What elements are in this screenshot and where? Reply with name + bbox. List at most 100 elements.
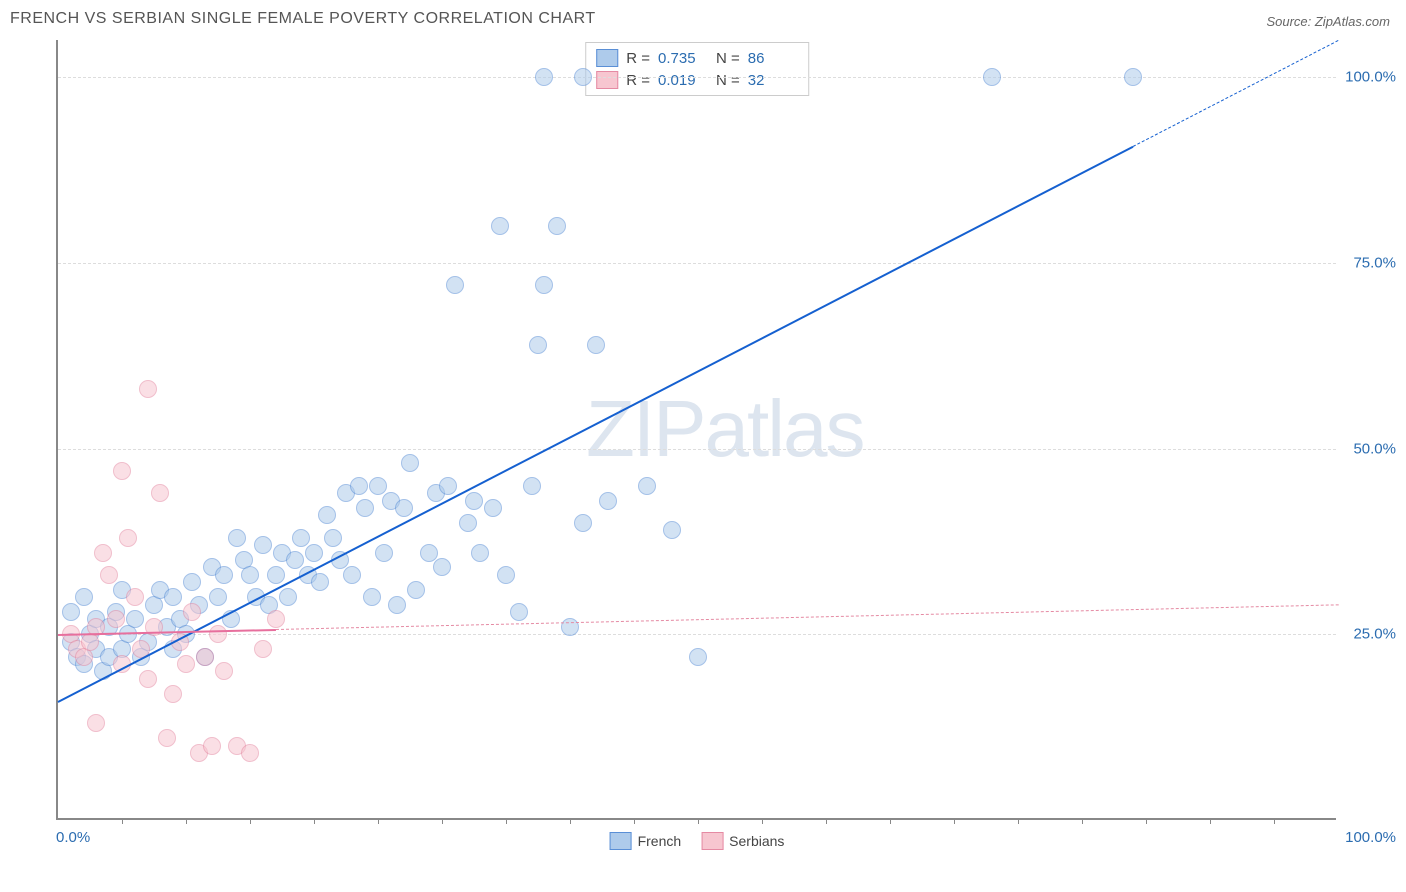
data-point xyxy=(209,588,227,606)
data-point xyxy=(164,588,182,606)
data-point xyxy=(183,603,201,621)
trend-line xyxy=(276,605,1338,631)
data-point xyxy=(318,506,336,524)
data-point xyxy=(254,536,272,554)
data-point xyxy=(305,544,323,562)
data-point xyxy=(126,610,144,628)
stats-row-serbians: R = 0.019 N = 32 xyxy=(596,69,798,91)
x-tick-mark xyxy=(186,818,187,824)
gridline-h xyxy=(58,449,1336,450)
x-tick-mark xyxy=(1274,818,1275,824)
chart-title: FRENCH VS SERBIAN SINGLE FEMALE POVERTY … xyxy=(10,10,596,28)
x-tick-mark xyxy=(506,818,507,824)
data-point xyxy=(215,662,233,680)
y-tick-label: 50.0% xyxy=(1341,440,1396,457)
gridline-h xyxy=(58,634,1336,635)
x-tick-mark xyxy=(826,818,827,824)
data-point xyxy=(254,640,272,658)
data-point xyxy=(574,68,592,86)
data-point xyxy=(401,454,419,472)
x-tick-mark xyxy=(442,818,443,824)
data-point xyxy=(343,566,361,584)
data-point xyxy=(535,68,553,86)
data-point xyxy=(439,477,457,495)
gridline-h xyxy=(58,263,1336,264)
data-point xyxy=(292,529,310,547)
x-tick-mark xyxy=(698,818,699,824)
source-prefix: Source: xyxy=(1266,14,1314,29)
data-point xyxy=(151,484,169,502)
data-point xyxy=(119,529,137,547)
n-label: N = xyxy=(716,72,740,89)
x-tick-mark xyxy=(378,818,379,824)
data-point xyxy=(523,477,541,495)
swatch-serbians xyxy=(596,71,618,89)
swatch-french xyxy=(610,832,632,850)
data-point xyxy=(638,477,656,495)
data-point xyxy=(574,514,592,532)
source-name: ZipAtlas.com xyxy=(1315,14,1390,29)
data-point xyxy=(183,573,201,591)
data-point xyxy=(663,521,681,539)
data-point xyxy=(471,544,489,562)
data-point xyxy=(983,68,1001,86)
x-tick-mark xyxy=(122,818,123,824)
data-point xyxy=(75,588,93,606)
stats-row-french: R = 0.735 N = 86 xyxy=(596,47,798,69)
x-tick-mark xyxy=(1146,818,1147,824)
data-point xyxy=(164,685,182,703)
data-point xyxy=(87,714,105,732)
data-point xyxy=(100,566,118,584)
data-point xyxy=(529,336,547,354)
data-point xyxy=(497,566,515,584)
data-point xyxy=(491,217,509,235)
gridline-h xyxy=(58,77,1336,78)
x-tick-mark xyxy=(250,818,251,824)
swatch-french xyxy=(596,49,618,67)
data-point xyxy=(126,588,144,606)
data-point xyxy=(177,655,195,673)
source-attribution: Source: ZipAtlas.com xyxy=(1266,14,1390,29)
data-point xyxy=(407,581,425,599)
data-point xyxy=(369,477,387,495)
data-point xyxy=(139,670,157,688)
plot-area: ZIPatlas R = 0.735 N = 86 R = 0.019 N = … xyxy=(56,40,1336,820)
data-point xyxy=(548,217,566,235)
data-point xyxy=(94,544,112,562)
data-point xyxy=(107,610,125,628)
data-point xyxy=(267,610,285,628)
data-point xyxy=(465,492,483,510)
x-tick-mark xyxy=(1210,818,1211,824)
legend-label-serbians: Serbians xyxy=(729,833,784,849)
data-point xyxy=(196,648,214,666)
x-tick-mark xyxy=(634,818,635,824)
data-point xyxy=(459,514,477,532)
n-value-serbians: 32 xyxy=(748,72,798,89)
x-tick-max: 100.0% xyxy=(1345,829,1396,846)
x-tick-mark xyxy=(314,818,315,824)
data-point xyxy=(446,276,464,294)
chart-container: FRENCH VS SERBIAN SINGLE FEMALE POVERTY … xyxy=(0,0,1406,892)
x-tick-mark xyxy=(570,818,571,824)
data-point xyxy=(279,588,297,606)
data-point xyxy=(215,566,233,584)
data-point xyxy=(433,558,451,576)
r-value-serbians: 0.019 xyxy=(658,72,708,89)
data-point xyxy=(203,737,221,755)
data-point xyxy=(587,336,605,354)
data-point xyxy=(599,492,617,510)
series-legend: French Serbians xyxy=(610,832,785,850)
data-point xyxy=(139,380,157,398)
data-point xyxy=(535,276,553,294)
data-point xyxy=(689,648,707,666)
data-point xyxy=(209,625,227,643)
swatch-serbians xyxy=(701,832,723,850)
x-tick-mark xyxy=(1018,818,1019,824)
data-point xyxy=(324,529,342,547)
data-point xyxy=(363,588,381,606)
data-point xyxy=(510,603,528,621)
data-point xyxy=(561,618,579,636)
data-point xyxy=(62,603,80,621)
data-point xyxy=(1124,68,1142,86)
data-point xyxy=(484,499,502,517)
